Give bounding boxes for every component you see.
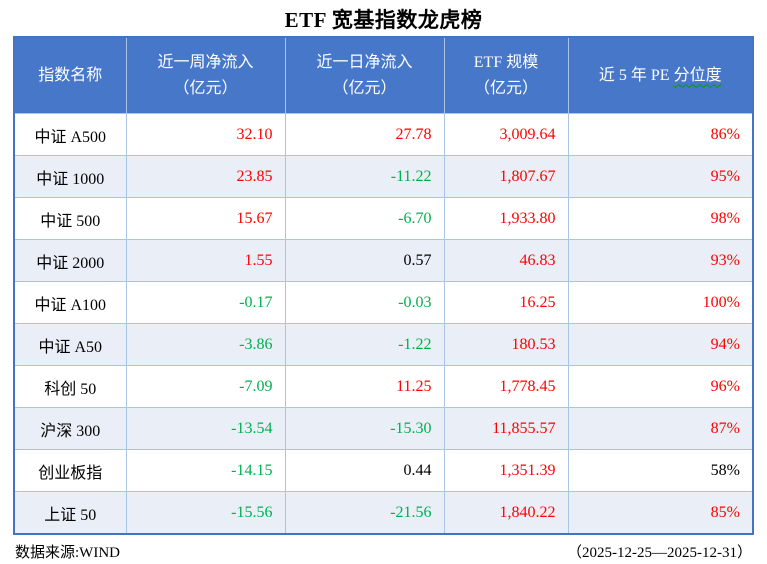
week-net-inflow-cell: -7.09 — [125, 365, 286, 408]
day-net-inflow-cell: -11.22 — [284, 155, 445, 198]
page-title: ETF 宽基指数龙虎榜 — [284, 8, 483, 32]
table-row: 沪深 300 -13.54 -15.30 11,855.57 87% — [13, 407, 754, 450]
etf-scale-cell: 1,840.22 — [443, 491, 569, 535]
table-row: 中证 1000 23.85 -11.22 1,807.67 95% — [13, 155, 754, 198]
index-name-cell: 中证 1000 — [13, 155, 127, 198]
week-net-inflow-cell: -13.54 — [125, 407, 286, 450]
index-name-cell: 中证 A100 — [13, 281, 127, 324]
etf-scale-cell: 1,778.45 — [443, 365, 569, 408]
table-row: 中证 A100 -0.17 -0.03 16.25 100% — [13, 281, 754, 324]
week-net-inflow-cell: 1.55 — [125, 239, 286, 282]
day-net-inflow-cell: -6.70 — [284, 197, 445, 240]
col-header-pe-percentile: 近 5 年 PE 分位度 — [567, 36, 754, 114]
header-label: 指数名称 — [38, 66, 103, 84]
index-name-cell: 创业板指 — [13, 449, 127, 492]
week-net-inflow-cell: 15.67 — [125, 197, 286, 240]
pe-percentile-cell: 96% — [567, 365, 754, 408]
table-row: 上证 50 -15.56 -21.56 1,840.22 85% — [13, 491, 754, 535]
day-net-inflow-cell: 0.44 — [284, 449, 445, 492]
pe-percentile-cell: 58% — [567, 449, 754, 492]
table-row: 中证 500 15.67 -6.70 1,933.80 98% — [13, 197, 754, 240]
table-row: 科创 50 -7.09 11.25 1,778.45 96% — [13, 365, 754, 408]
pe-percentile-cell: 100% — [567, 281, 754, 324]
index-name-cell: 中证 A50 — [13, 323, 127, 366]
etf-scale-cell: 16.25 — [443, 281, 569, 324]
pe-percentile-cell: 93% — [567, 239, 754, 282]
week-net-inflow-cell: 23.85 — [125, 155, 286, 198]
col-header-index-name: 指数名称 — [13, 36, 127, 114]
etf-leaderboard-table: 指数名称 近一周净流入 （亿元） 近一日净流入 （亿元） ETF 规模 （亿元）… — [13, 36, 754, 535]
day-net-inflow-cell: 11.25 — [284, 365, 445, 408]
pe-percentile-cell: 95% — [567, 155, 754, 198]
week-net-inflow-cell: -3.86 — [125, 323, 286, 366]
week-net-inflow-cell: -0.17 — [125, 281, 286, 324]
index-name-cell: 中证 A500 — [13, 113, 127, 156]
col-header-day-net-inflow: 近一日净流入 （亿元） — [284, 36, 445, 114]
index-name-cell: 中证 2000 — [13, 239, 127, 282]
week-net-inflow-cell: 32.10 — [125, 113, 286, 156]
pe-percentile-cell: 86% — [567, 113, 754, 156]
day-net-inflow-cell: -0.03 — [284, 281, 445, 324]
table-body: 中证 A500 32.10 27.78 3,009.64 86% 中证 1000 23.85… — [13, 113, 754, 535]
etf-scale-cell: 3,009.64 — [443, 113, 569, 156]
header-unit: （亿元） — [173, 79, 238, 97]
header-unit: （亿元） — [473, 79, 538, 97]
index-name-cell: 上证 50 — [13, 491, 127, 535]
etf-scale-cell: 1,933.80 — [443, 197, 569, 240]
footer: 数据来源:WIND （2025-12-25—2025-12-31） — [14, 542, 753, 564]
etf-scale-cell: 1,807.67 — [443, 155, 569, 198]
header-row: 指数名称 近一周净流入 （亿元） 近一日净流入 （亿元） ETF 规模 （亿元）… — [13, 36, 754, 114]
header-unit: （亿元） — [332, 79, 397, 97]
header-label: 近一日净流入 — [316, 53, 413, 71]
header-label: ETF 规模 — [473, 53, 539, 71]
day-net-inflow-cell: -15.30 — [284, 407, 445, 450]
etf-scale-cell: 46.83 — [443, 239, 569, 282]
pe-percentile-underlined-text: 分位度 — [673, 66, 722, 84]
week-net-inflow-cell: -14.15 — [125, 449, 286, 492]
index-name-cell: 科创 50 — [13, 365, 127, 408]
week-net-inflow-cell: -15.56 — [125, 491, 286, 535]
table-row: 创业板指 -14.15 0.44 1,351.39 58% — [13, 449, 754, 492]
table-row: 中证 2000 1.55 0.57 46.83 93% — [13, 239, 754, 282]
day-net-inflow-cell: -1.22 — [284, 323, 445, 366]
col-header-week-net-inflow: 近一周净流入 （亿元） — [125, 36, 286, 114]
pe-percentile-cell: 98% — [567, 197, 754, 240]
etf-scale-cell: 1,351.39 — [443, 449, 569, 492]
etf-scale-cell: 11,855.57 — [443, 407, 569, 450]
pe-percentile-cell: 85% — [567, 491, 754, 535]
day-net-inflow-cell: -21.56 — [284, 491, 445, 535]
header-label: 近 5 年 PE — [598, 66, 674, 84]
table-row: 中证 A50 -3.86 -1.22 180.53 94% — [13, 323, 754, 366]
pe-percentile-cell: 94% — [567, 323, 754, 366]
day-net-inflow-cell: 27.78 — [284, 113, 445, 156]
header-label: 近一周净流入 — [157, 53, 254, 71]
pe-percentile-cell: 87% — [567, 407, 754, 450]
date-range-label: （2025-12-25—2025-12-31） — [567, 545, 752, 561]
day-net-inflow-cell: 0.57 — [284, 239, 445, 282]
etf-scale-cell: 180.53 — [443, 323, 569, 366]
index-name-cell: 沪深 300 — [13, 407, 127, 450]
data-source-label: 数据来源:WIND — [15, 545, 120, 561]
col-header-etf-scale: ETF 规模 （亿元） — [443, 36, 569, 114]
table-row: 中证 A500 32.10 27.78 3,009.64 86% — [13, 113, 754, 156]
index-name-cell: 中证 500 — [13, 197, 127, 240]
